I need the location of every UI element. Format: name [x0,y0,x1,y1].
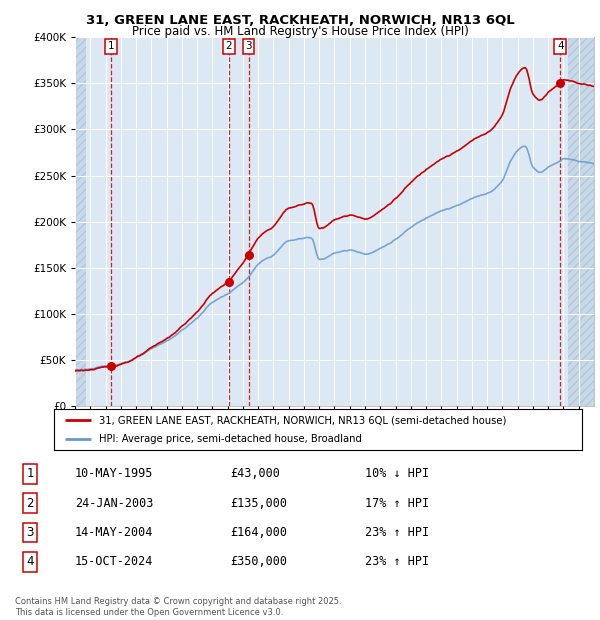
Text: 15-OCT-2024: 15-OCT-2024 [75,556,154,568]
Text: £135,000: £135,000 [230,497,287,510]
Text: Price paid vs. HM Land Registry's House Price Index (HPI): Price paid vs. HM Land Registry's House … [131,25,469,38]
Text: 31, GREEN LANE EAST, RACKHEATH, NORWICH, NR13 6QL: 31, GREEN LANE EAST, RACKHEATH, NORWICH,… [86,14,514,27]
Bar [75,37,86,406]
Text: £43,000: £43,000 [230,467,280,481]
Text: 4: 4 [557,42,563,51]
Text: £350,000: £350,000 [230,556,287,568]
Text: 23% ↑ HPI: 23% ↑ HPI [365,556,429,568]
Text: 10-MAY-1995: 10-MAY-1995 [75,467,154,481]
Text: 4: 4 [26,556,34,568]
Text: Contains HM Land Registry data © Crown copyright and database right 2025.
This d: Contains HM Land Registry data © Crown c… [15,598,341,617]
Text: 3: 3 [26,526,34,539]
Text: 23% ↑ HPI: 23% ↑ HPI [365,526,429,539]
Text: £164,000: £164,000 [230,526,287,539]
Text: 14-MAY-2004: 14-MAY-2004 [75,526,154,539]
Text: 2: 2 [26,497,34,510]
Text: 24-JAN-2003: 24-JAN-2003 [75,497,154,510]
Text: 2: 2 [226,42,232,51]
Text: 1: 1 [108,42,115,51]
Text: 17% ↑ HPI: 17% ↑ HPI [365,497,429,510]
Text: 31, GREEN LANE EAST, RACKHEATH, NORWICH, NR13 6QL (semi-detached house): 31, GREEN LANE EAST, RACKHEATH, NORWICH,… [99,415,506,425]
Bar [568,37,594,406]
Text: 3: 3 [245,42,252,51]
Text: HPI: Average price, semi-detached house, Broadland: HPI: Average price, semi-detached house,… [99,435,362,445]
Text: 10% ↓ HPI: 10% ↓ HPI [365,467,429,481]
Text: 1: 1 [26,467,34,481]
